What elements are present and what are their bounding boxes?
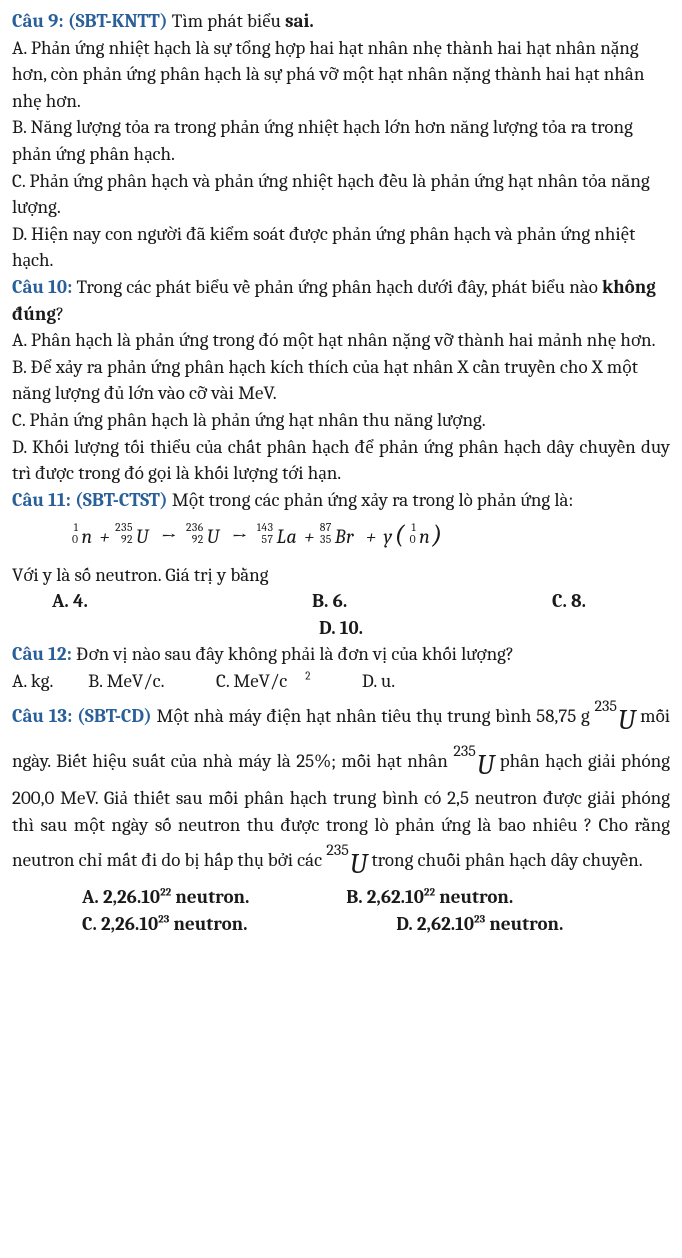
iso-sup-2: 235	[453, 742, 476, 760]
q13-options-row2: C. 2,26.1023 neutron. D. 2,62.1023 neutr…	[82, 911, 670, 938]
q11-opt-c: C. 8.	[552, 588, 586, 615]
q10-stem-pre: Trong các phát biểu về phản ứng phân hạc…	[72, 276, 602, 298]
q10-opt-c: C. Phản ứng phân hạch là phản ứng hạt nh…	[12, 407, 670, 434]
q9-opt-c: C. Phản ứng phân hạch và phản ứng nhiệt …	[12, 168, 670, 221]
q10-opt-b: B. Để xảy ra phản ứng phân hạch kích thí…	[12, 354, 670, 407]
question-12: Câu 12: Đơn vị nào sau đây không phải là…	[12, 641, 670, 694]
eq-la-sym: La	[276, 523, 297, 551]
q13-iso-1: 235U	[594, 705, 635, 727]
q13-opt-b: B. 2,62.1022 neutron.	[346, 886, 513, 908]
q9-stem-lead: Tìm phát biểu	[168, 10, 285, 32]
q9-label: Câu 9:	[12, 10, 64, 32]
q13-opt-d: D. 2,62.1023 neutron.	[396, 913, 563, 935]
question-10: Câu 10: Trong các phát biểu về phản ứng …	[12, 274, 670, 487]
eq-n2-top: 1	[411, 521, 416, 534]
q13-iso-3: 235U	[326, 849, 367, 871]
q13-opt-c-pre: C. 2,26.10	[82, 913, 158, 935]
eq-u235-top: 235	[115, 521, 133, 534]
q11-source: (SBT-CTST)	[75, 489, 168, 511]
eq-u235-sym: U	[136, 523, 149, 551]
eq-u236-bot: 92	[192, 533, 204, 546]
q13-opt-c: C. 2,26.1023 neutron.	[82, 911, 392, 938]
eq-la-top: 143	[257, 521, 274, 534]
q12-opt-a: A. kg.	[12, 670, 53, 692]
q11-opt-b: B. 6.	[312, 588, 552, 615]
q11-stem-text: Một trong các phản ứng xảy ra trong lò p…	[168, 489, 574, 511]
q11-opt-d: D. 10.	[12, 615, 670, 642]
q12-stem-text: Đơn vị nào sau đây không phải là đơn vị …	[72, 643, 514, 665]
eq-u235-bot: 92	[121, 533, 133, 546]
q13-opt-b-sup: 22	[424, 886, 435, 899]
eq-la-bot: 57	[261, 533, 273, 546]
q12-opt-c-sup: 2	[305, 670, 310, 683]
q13-label: Câu 13:	[12, 705, 72, 727]
q12-options: A. kg. B. MeV/c. C. MeV/c 2 D. u.	[12, 668, 670, 695]
q13-options: A. 2,26.1022 neutron. B. 2,62.1022 neutr…	[12, 884, 670, 937]
q12-opt-d: D. u.	[362, 670, 395, 692]
eq-br-top: 87	[320, 521, 332, 534]
q12-opt-c-pre: C. MeV/c	[216, 670, 287, 692]
q13-source: (SBT-CD)	[77, 705, 152, 727]
iso-sym-3: U	[350, 848, 367, 880]
eq-n1-sym: n	[82, 523, 93, 551]
q13-opt-c-post: neutron.	[169, 913, 247, 935]
q13-opt-a-pre: A. 2,26.10	[82, 886, 160, 908]
iso-sym-1: U	[618, 704, 635, 736]
q13-opt-a-sup: 22	[160, 886, 171, 899]
eq-n2-sym: n	[419, 523, 430, 551]
question-11: Câu 11: (SBT-CTST) Một trong các phản ứn…	[12, 487, 670, 642]
q10-stem: Câu 10: Trong các phát biểu về phản ứng …	[12, 274, 670, 327]
question-9: Câu 9: (SBT-KNTT) Tìm phát biểu sai. A. …	[12, 8, 670, 274]
q12-label: Câu 12:	[12, 643, 72, 665]
iso-sup-1: 235	[594, 697, 617, 715]
q13-opt-a-post: neutron.	[171, 886, 249, 908]
eq-y: y	[383, 523, 392, 551]
q13-opt-b-pre: B. 2,62.10	[346, 886, 424, 908]
q11-stem2: Với y là số neutron. Giá trị y bằng	[12, 562, 670, 589]
q9-source: (SBT-KNTT)	[68, 10, 168, 32]
iso-sym-2: U	[477, 749, 494, 781]
q13-p1a: Một nhà máy điện hạt nhân tiêu thụ trung…	[152, 705, 595, 727]
q13-opt-d-pre: D. 2,62.10	[396, 913, 474, 935]
q13-options-row1: A. 2,26.1022 neutron. B. 2,62.1022 neutr…	[82, 884, 670, 911]
iso-sup-3: 235	[326, 841, 349, 859]
q9-stem: Câu 9: (SBT-KNTT) Tìm phát biểu sai.	[12, 8, 670, 35]
q13-iso-2: 235U	[453, 750, 494, 772]
q13-opt-a: A. 2,26.1022 neutron.	[82, 884, 342, 911]
q11-opt-a: A. 4.	[52, 588, 312, 615]
q11-equation: 10n + 23592U → 23692U → 14357La + 8735Br…	[12, 513, 670, 561]
question-13: Câu 13: (SBT-CD) Một nhà máy điện hạt nh…	[12, 695, 670, 884]
q13-p1d: trong chuỗi phân hạch dây chuyền.	[367, 849, 642, 871]
q10-label: Câu 10:	[12, 276, 72, 298]
q12-opt-c: C. MeV/c 2	[216, 670, 311, 692]
q9-opt-b: B. Năng lượng tỏa ra trong phản ứng nhiệ…	[12, 114, 670, 167]
q9-opt-d: D. Hiện nay con người đã kiểm soát được …	[12, 221, 670, 274]
q12-stem: Câu 12: Đơn vị nào sau đây không phải là…	[12, 641, 670, 668]
eq-n2-bot: 0	[410, 533, 417, 546]
eq-br-bot: 35	[320, 533, 332, 546]
q9-opt-a: A. Phản ứng nhiệt hạch là sự tổng hợp ha…	[12, 35, 670, 115]
q11-options-row1: A. 4. B. 6. C. 8.	[12, 588, 670, 615]
q13-opt-b-post: neutron.	[435, 886, 513, 908]
q10-stem-post: ?	[56, 303, 64, 325]
eq-br-sym: Br	[335, 523, 354, 551]
q12-opt-b: B. MeV/c.	[88, 670, 164, 692]
q13-opt-d-sup: 23	[474, 912, 485, 925]
q13-opt-c-sup: 23	[158, 912, 169, 925]
q11-stem: Câu 11: (SBT-CTST) Một trong các phản ứn…	[12, 487, 670, 514]
eq-u236-top: 236	[186, 521, 204, 534]
eq-n1-top: 1	[74, 521, 79, 534]
q11-label: Câu 11:	[12, 489, 71, 511]
q9-stem-bold: sai.	[285, 10, 314, 32]
q10-opt-a: A. Phân hạch là phản ứng trong đó một hạ…	[12, 327, 670, 354]
q13-opt-d-post: neutron.	[485, 913, 563, 935]
eq-u236-sym: U	[207, 523, 220, 551]
eq-n1-bot: 0	[72, 533, 79, 546]
q10-opt-d: D. Khối lượng tối thiểu của chất phân hạ…	[12, 434, 670, 487]
